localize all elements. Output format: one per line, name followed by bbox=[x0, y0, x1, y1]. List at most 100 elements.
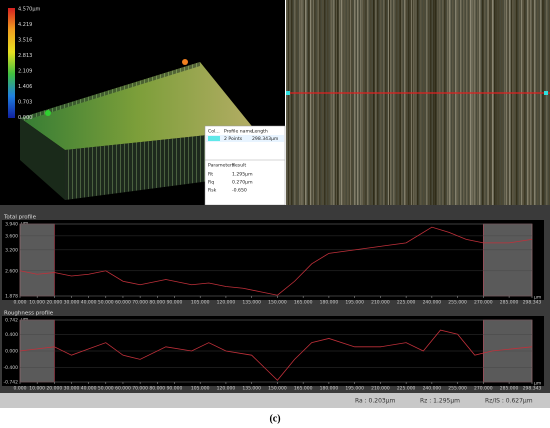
row-highlight bbox=[206, 135, 284, 142]
excluded-range bbox=[19, 223, 55, 297]
texture-stripe bbox=[383, 0, 385, 205]
texture-stripe bbox=[530, 0, 532, 205]
texture-stripe bbox=[327, 0, 329, 205]
texture-stripe bbox=[477, 0, 479, 205]
status-bar bbox=[0, 393, 550, 408]
texture-stripe bbox=[479, 0, 481, 205]
texture-stripe bbox=[487, 0, 489, 205]
x-tick-label: 120.000 bbox=[217, 386, 236, 392]
texture-stripe bbox=[301, 0, 303, 205]
profile-line bbox=[19, 226, 533, 296]
texture-stripe bbox=[347, 0, 349, 205]
table-cell: -0.650 bbox=[232, 188, 247, 194]
texture-stripe bbox=[399, 0, 401, 205]
texture-stripe bbox=[420, 0, 422, 205]
texture-stripe bbox=[444, 0, 446, 205]
status-rz: Rz : 1.295μm bbox=[420, 398, 460, 405]
texture-stripe bbox=[501, 0, 503, 205]
texture-stripe bbox=[512, 0, 514, 205]
texture-stripe bbox=[349, 0, 351, 205]
x-tick-label: 180.000 bbox=[320, 386, 339, 392]
x-tick-label: 20.000 bbox=[46, 386, 62, 392]
texture-stripe bbox=[410, 0, 412, 205]
texture-stripe bbox=[367, 0, 369, 205]
texture-stripe bbox=[484, 0, 486, 205]
colorbar-label: 2.813 bbox=[18, 53, 32, 59]
table-cell: Rsk bbox=[208, 188, 217, 194]
x-tick-label: 10.000 bbox=[29, 386, 45, 392]
x-tick-label: 80.000 bbox=[149, 386, 165, 392]
profile-line bbox=[19, 329, 533, 381]
surface-texture bbox=[20, 62, 200, 122]
x-tick-label: 298.343 bbox=[523, 300, 542, 306]
texture-stripe bbox=[415, 0, 417, 205]
x-tick-label: 135.000 bbox=[242, 386, 261, 392]
texture-stripe bbox=[288, 0, 290, 205]
texture-stripe bbox=[543, 0, 545, 205]
x-tick-label: 90.000 bbox=[167, 386, 183, 392]
texture-stripe bbox=[341, 0, 343, 205]
y-tick-label: 3.940 bbox=[5, 222, 18, 228]
y-tick-label: 0.000 bbox=[5, 349, 18, 355]
profile-handle[interactable] bbox=[544, 91, 548, 95]
texture-stripe bbox=[318, 0, 320, 205]
x-tick-label: 195.000 bbox=[345, 300, 364, 306]
texture-stripe bbox=[294, 0, 296, 205]
texture-stripe bbox=[435, 0, 437, 205]
texture-stripe bbox=[439, 0, 441, 205]
texture-stripe bbox=[469, 0, 471, 205]
marker bbox=[45, 110, 51, 116]
texture-stripe bbox=[542, 0, 544, 205]
texture-stripe bbox=[322, 0, 324, 205]
x-tick-label: 225.000 bbox=[397, 386, 416, 392]
texture-stripe bbox=[411, 0, 413, 205]
x-tick-label: 10.000 bbox=[29, 300, 45, 306]
x-tick-label: 90.000 bbox=[167, 300, 183, 306]
texture-stripe bbox=[516, 0, 518, 205]
x-tick-label: 105.000 bbox=[191, 386, 210, 392]
excluded-range bbox=[483, 223, 533, 297]
texture-stripe bbox=[344, 0, 346, 205]
texture-stripe bbox=[519, 0, 521, 205]
texture-stripe bbox=[460, 0, 462, 205]
texture-stripe bbox=[390, 0, 392, 205]
texture-stripe bbox=[404, 0, 406, 205]
axis-unit: μm bbox=[534, 382, 541, 387]
texture-stripe bbox=[286, 0, 288, 205]
texture-stripe bbox=[504, 0, 506, 205]
texture-stripe bbox=[457, 0, 459, 205]
x-tick-label: 225.000 bbox=[397, 300, 416, 306]
texture-stripe bbox=[377, 0, 379, 205]
texture-stripe bbox=[317, 0, 319, 205]
texture-stripe bbox=[304, 0, 306, 205]
texture-stripe bbox=[509, 0, 511, 205]
x-tick-label: 60.000 bbox=[115, 300, 131, 306]
texture-stripe bbox=[491, 0, 493, 205]
texture-stripe bbox=[337, 0, 339, 205]
texture-stripe bbox=[494, 0, 496, 205]
texture-stripe bbox=[466, 0, 468, 205]
texture-stripe bbox=[363, 0, 365, 205]
table-cell: 298.343μm bbox=[252, 136, 279, 142]
texture-stripe bbox=[413, 0, 415, 205]
x-tick-label: 70.000 bbox=[132, 300, 148, 306]
profile-handle[interactable] bbox=[286, 91, 290, 95]
texture-stripe bbox=[474, 0, 476, 205]
chart-title: Total profile bbox=[3, 215, 37, 221]
x-tick-label: 120.000 bbox=[217, 300, 236, 306]
texture-stripe bbox=[302, 0, 304, 205]
texture-stripe bbox=[496, 0, 498, 205]
texture-stripe bbox=[335, 0, 337, 205]
texture-stripe bbox=[296, 0, 298, 205]
texture-stripe bbox=[521, 0, 523, 205]
texture-stripe bbox=[434, 0, 436, 205]
texture-stripe bbox=[417, 0, 419, 205]
texture-stripe bbox=[373, 0, 375, 205]
status-rzis: Rz/IS : 0.627μm bbox=[485, 398, 533, 405]
marker bbox=[182, 59, 188, 65]
texture-stripe bbox=[350, 0, 352, 205]
texture-stripe bbox=[401, 0, 403, 205]
texture-stripe bbox=[433, 0, 435, 205]
texture-stripe bbox=[437, 0, 439, 205]
